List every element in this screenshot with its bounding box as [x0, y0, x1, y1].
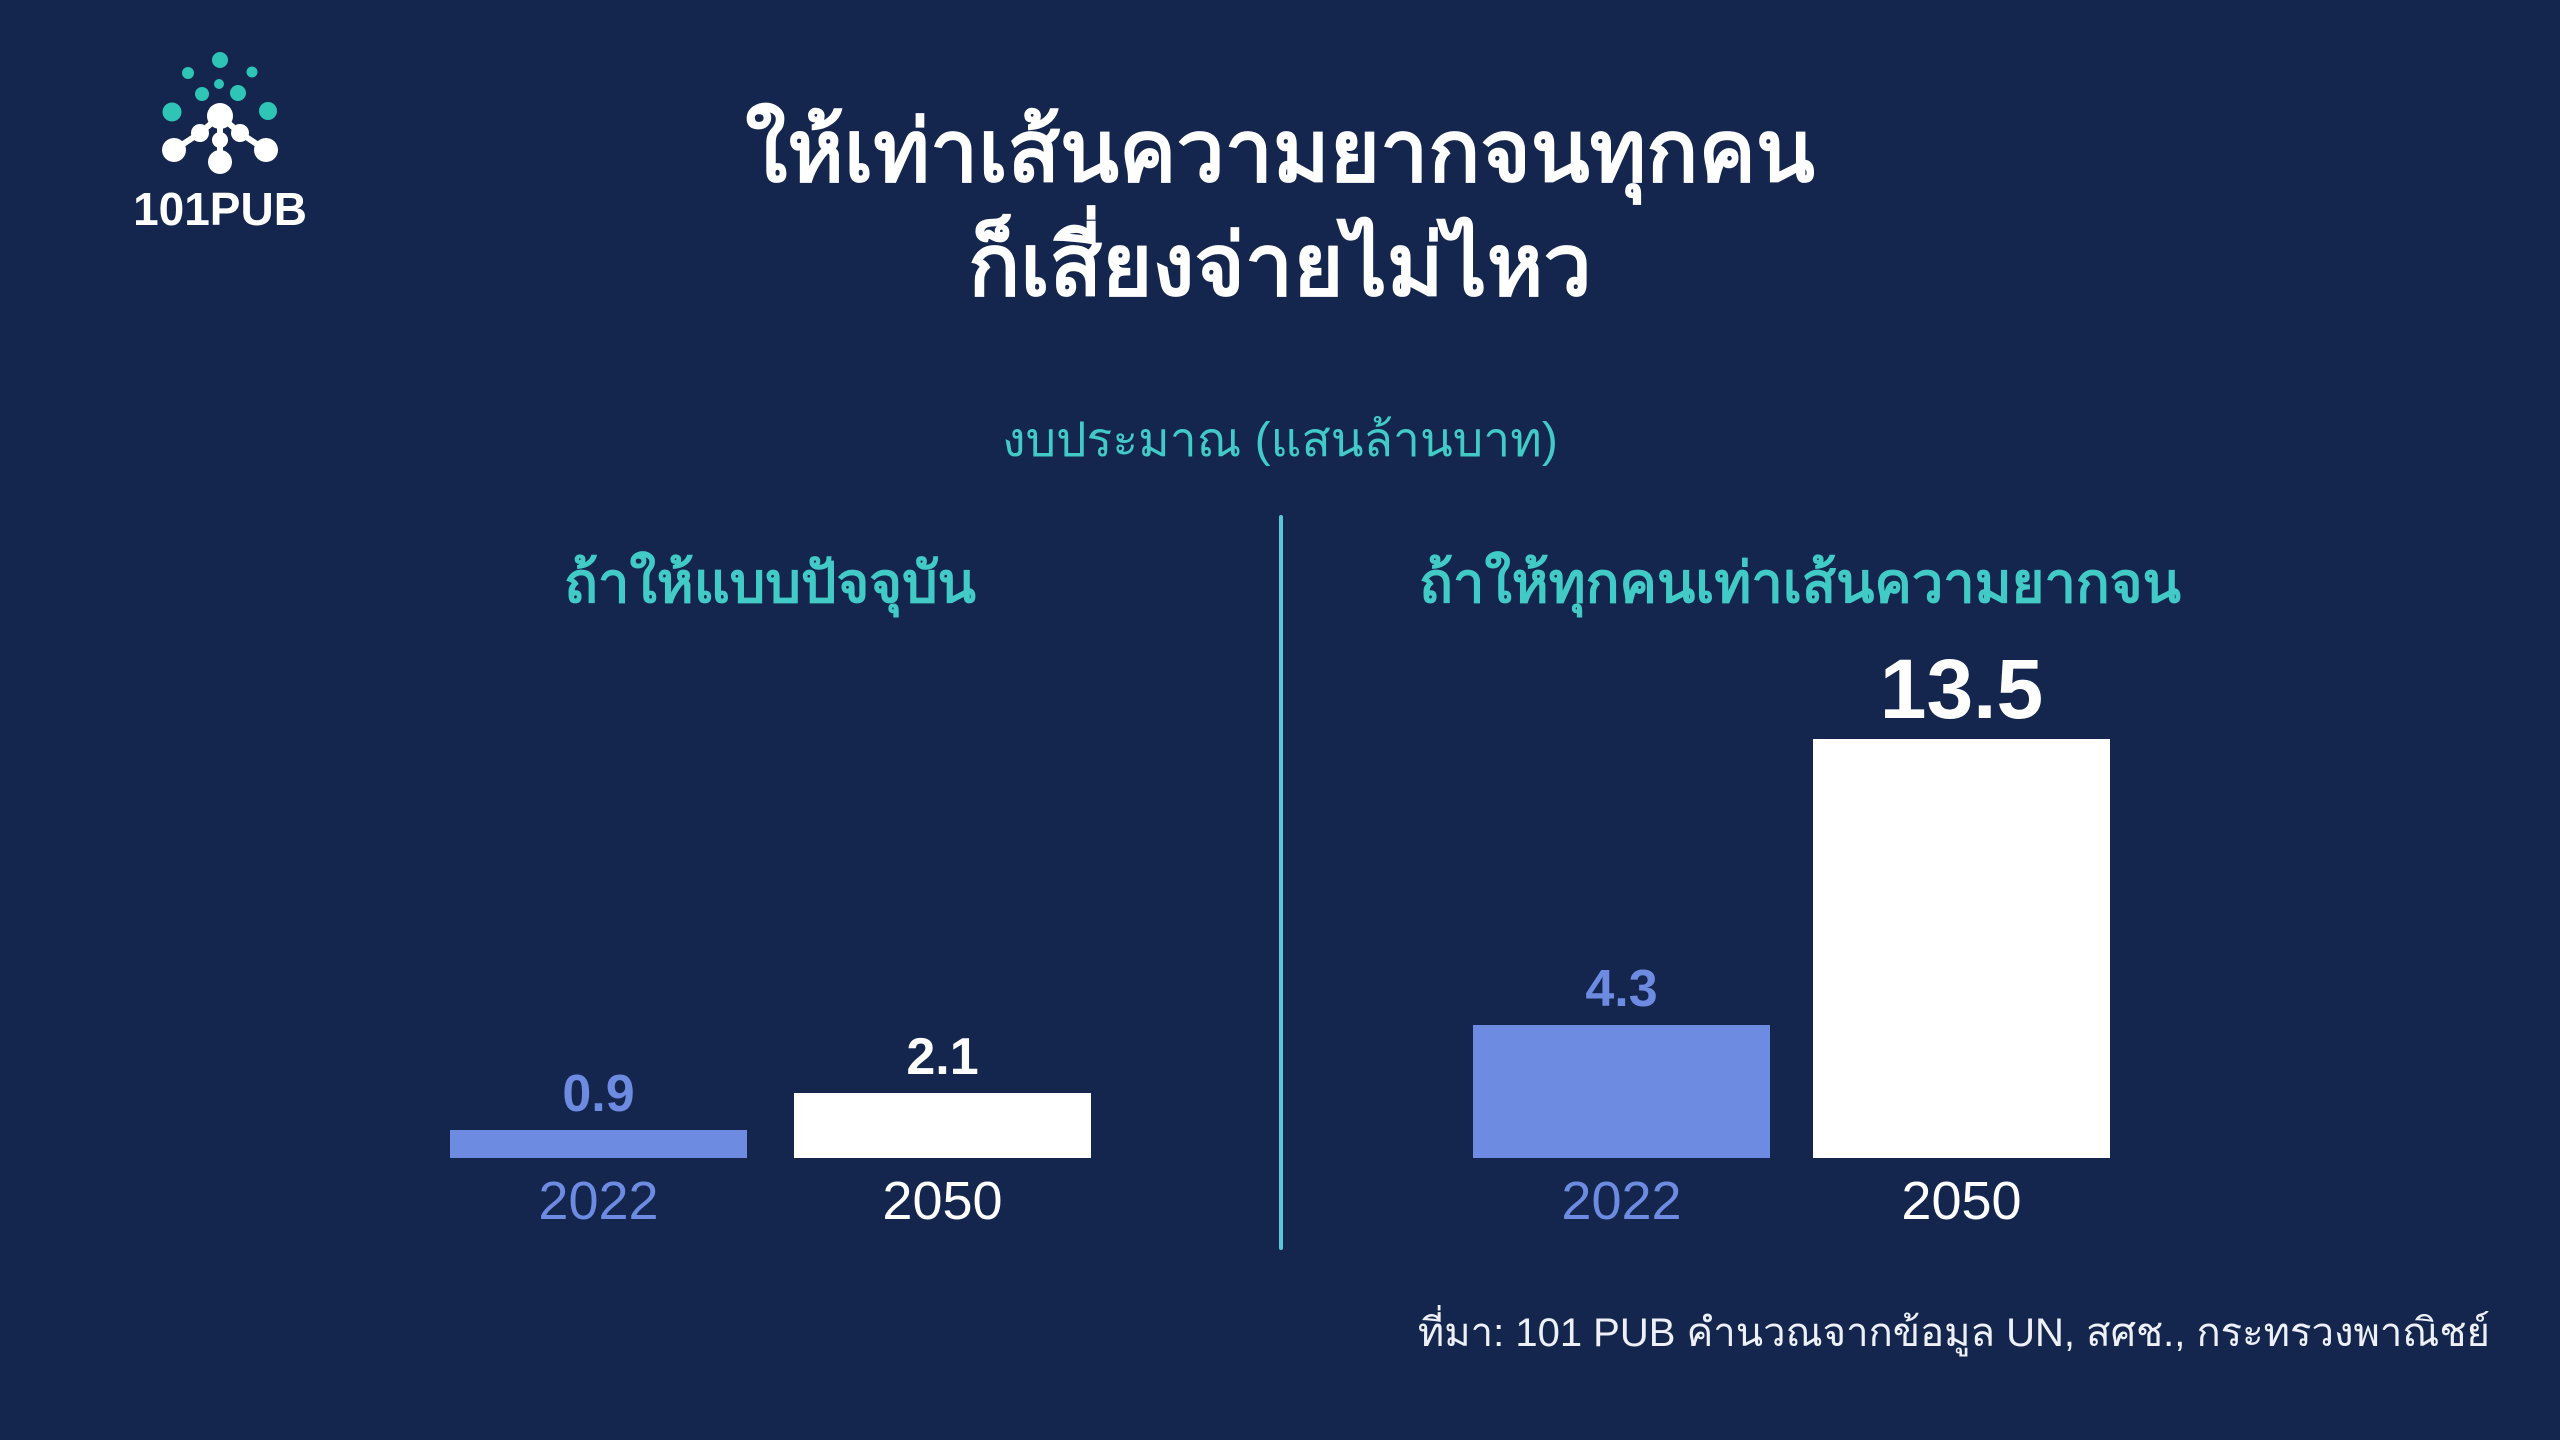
- bar-group-2022: 0.9 2022: [450, 1065, 747, 1228]
- panel-divider-line: [1279, 515, 1283, 1250]
- bar: [1813, 739, 2110, 1158]
- bar-group-2022: 4.3 2022: [1473, 960, 1770, 1228]
- bar-year-label: 2022: [1561, 1171, 1682, 1231]
- bar-value-label: 0.9: [562, 1065, 635, 1123]
- page-title: ให้เท่าเส้นความยากจนทุกคน ก็เสี่ยงจ่ายไม…: [0, 96, 2560, 323]
- bar-value-label: 4.3: [1585, 960, 1658, 1018]
- page-title-line1: ให้เท่าเส้นความยากจนทุกคน: [745, 104, 1815, 200]
- left-panel-heading: ถ้าให้แบบปัจจุบัน: [564, 551, 976, 614]
- network-nodes-icon: [162, 52, 278, 174]
- source-note: ที่มา: 101 PUB คำนวณจากข้อมูล UN, สศช., …: [1417, 1311, 2490, 1355]
- bar-group-2050: 13.5 2050: [1813, 642, 2110, 1228]
- right-panel-heading: ถ้าให้ทุกคนเท่าเส้นความยากจน: [1419, 551, 2181, 614]
- page-title-line2: ก็เสี่ยงจ่ายไม่ไหว: [968, 217, 1592, 314]
- logo: 101PUB: [120, 40, 320, 235]
- bar-year-label: 2022: [538, 1171, 659, 1231]
- bar-value-label: 13.5: [1879, 642, 2044, 736]
- logo-text: 101PUB: [133, 183, 307, 235]
- chart-units-subtitle: งบประมาณ (แสนล้านบาท): [1002, 414, 1558, 467]
- bar: [794, 1093, 1091, 1158]
- bar-value-label: 2.1: [906, 1028, 979, 1086]
- bar: [1473, 1025, 1770, 1158]
- bar: [450, 1130, 747, 1158]
- bar-group-2050: 2.1 2050: [794, 1028, 1091, 1228]
- bar-year-label: 2050: [1901, 1171, 2022, 1231]
- bar-year-label: 2050: [882, 1171, 1003, 1231]
